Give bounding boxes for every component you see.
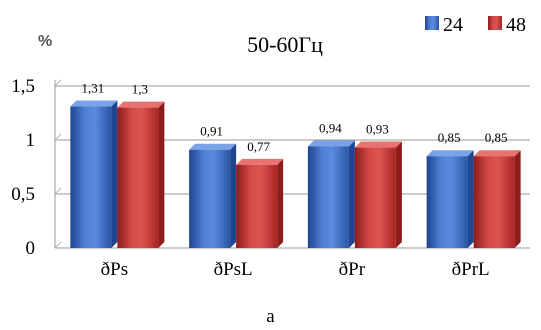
data-label: 0,77 xyxy=(247,139,270,154)
gridline-depth xyxy=(54,241,62,249)
bars xyxy=(70,100,521,249)
bar-side-series-48 xyxy=(395,141,402,248)
bar-side-series-48 xyxy=(514,150,521,248)
x-tick-label: ðPs xyxy=(101,259,128,280)
bar-series-24 xyxy=(189,149,231,248)
legend-swatch-24 xyxy=(425,16,439,30)
data-label: 0,91 xyxy=(200,124,223,139)
y-tick-label: 1,5 xyxy=(11,76,35,97)
data-label: 0,85 xyxy=(438,130,461,145)
bar-series-48 xyxy=(236,164,278,248)
bar-series-48 xyxy=(473,156,515,248)
bar-top-series-48 xyxy=(354,141,402,148)
x-tick-label: ðPrL xyxy=(452,259,490,280)
gridline-depth xyxy=(54,133,62,141)
y-axis-ticks: 0 0,5 1 1,5 xyxy=(11,76,35,259)
bar-series-48 xyxy=(117,107,159,248)
data-label: 0,93 xyxy=(366,122,389,137)
bar-top-series-24 xyxy=(70,100,118,107)
data-label: 0,85 xyxy=(485,130,508,145)
bar-series-48 xyxy=(354,147,396,248)
data-label: 0,94 xyxy=(319,120,342,135)
x-tick-label: ðPr xyxy=(339,259,366,280)
bar-series-24 xyxy=(70,106,112,249)
y-tick-label: 1 xyxy=(26,130,36,151)
x-axis-labels: ðPs ðPsL ðPr ðPrL xyxy=(101,259,490,280)
y-axis-unit-label: % xyxy=(38,33,52,50)
bar-top-series-24 xyxy=(189,143,237,150)
legend-swatch-48 xyxy=(488,16,502,30)
bar-side-series-24 xyxy=(111,100,118,249)
bar-side-series-24 xyxy=(230,143,237,248)
bar-top-series-24 xyxy=(426,150,474,157)
data-label: 1,31 xyxy=(82,81,105,96)
figure-caption: a xyxy=(266,306,275,327)
bar-top-series-48 xyxy=(117,101,165,108)
bar-top-series-24 xyxy=(307,140,355,147)
chart-title: 50-60Гц xyxy=(247,32,323,57)
gridline-depth xyxy=(54,187,62,195)
bar-side-series-24 xyxy=(348,140,355,248)
x-tick-label: ðPsL xyxy=(214,259,253,280)
bar-series-24 xyxy=(307,146,349,248)
data-labels: 1,31 1,3 0,91 0,77 0,94 0,93 0,85 0,85 xyxy=(82,81,508,154)
bar-series-24 xyxy=(426,156,468,248)
legend: 24 48 xyxy=(425,14,526,36)
bar-chart: % 50-60Гц 24 48 0 0,5 1 1,5 1,31 1,3 0,91 0,77… xyxy=(11,14,530,280)
bar-side-series-24 xyxy=(467,150,474,248)
bar-top-series-48 xyxy=(473,150,521,157)
y-tick-label: 0 xyxy=(26,238,36,259)
data-label: 1,3 xyxy=(132,82,148,97)
bar-side-series-48 xyxy=(277,158,284,248)
legend-label-48: 48 xyxy=(506,14,526,36)
y-tick-label: 0,5 xyxy=(11,184,35,205)
legend-label-24: 24 xyxy=(443,14,463,36)
bar-side-series-48 xyxy=(158,101,165,248)
bar-top-series-48 xyxy=(236,158,284,165)
gridline-depth xyxy=(54,79,62,87)
